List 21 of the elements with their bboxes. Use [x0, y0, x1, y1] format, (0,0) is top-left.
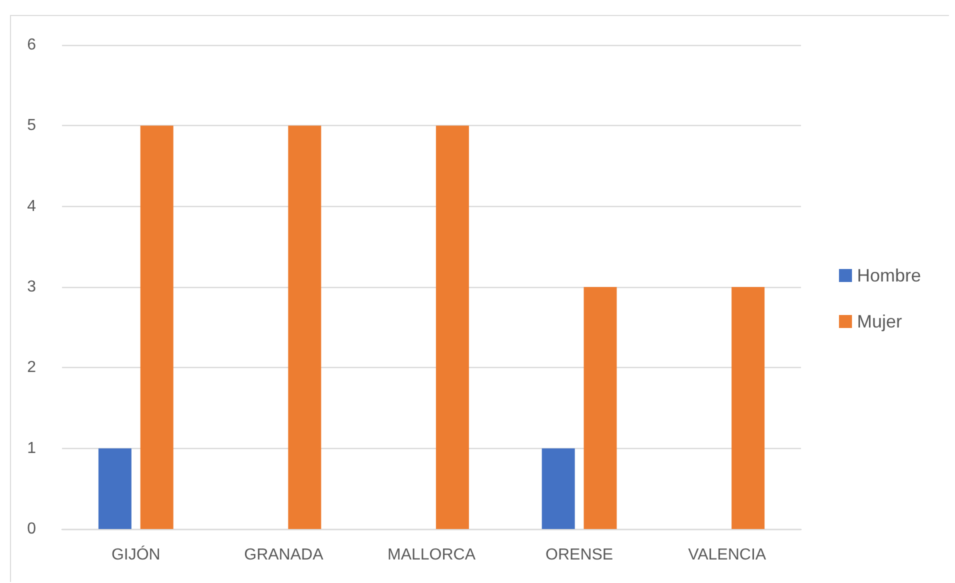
x-tick-label: GIJÓN [111, 546, 160, 564]
bar [98, 448, 132, 529]
y-tick-label: 6 [27, 36, 36, 54]
bar [140, 126, 174, 529]
y-tick-label: 0 [27, 520, 36, 538]
bar [436, 126, 469, 529]
legend-label: Mujer [856, 312, 902, 332]
y-tick-label: 1 [27, 440, 36, 457]
bar [542, 448, 575, 529]
x-tick-label: GRANADA [244, 546, 324, 564]
bar [732, 287, 765, 529]
x-tick-label: MALLORCA [387, 546, 476, 564]
x-tick-label: ORENSE [546, 546, 614, 564]
y-tick-label: 2 [27, 359, 36, 376]
y-tick-label: 5 [27, 117, 36, 134]
y-tick-label: 3 [27, 278, 36, 296]
y-tick-label: 4 [27, 198, 36, 215]
legend-label: Hombre [856, 266, 922, 286]
bar [584, 287, 617, 529]
bar [288, 126, 322, 529]
x-tick-label: VALENCIA [688, 546, 766, 564]
